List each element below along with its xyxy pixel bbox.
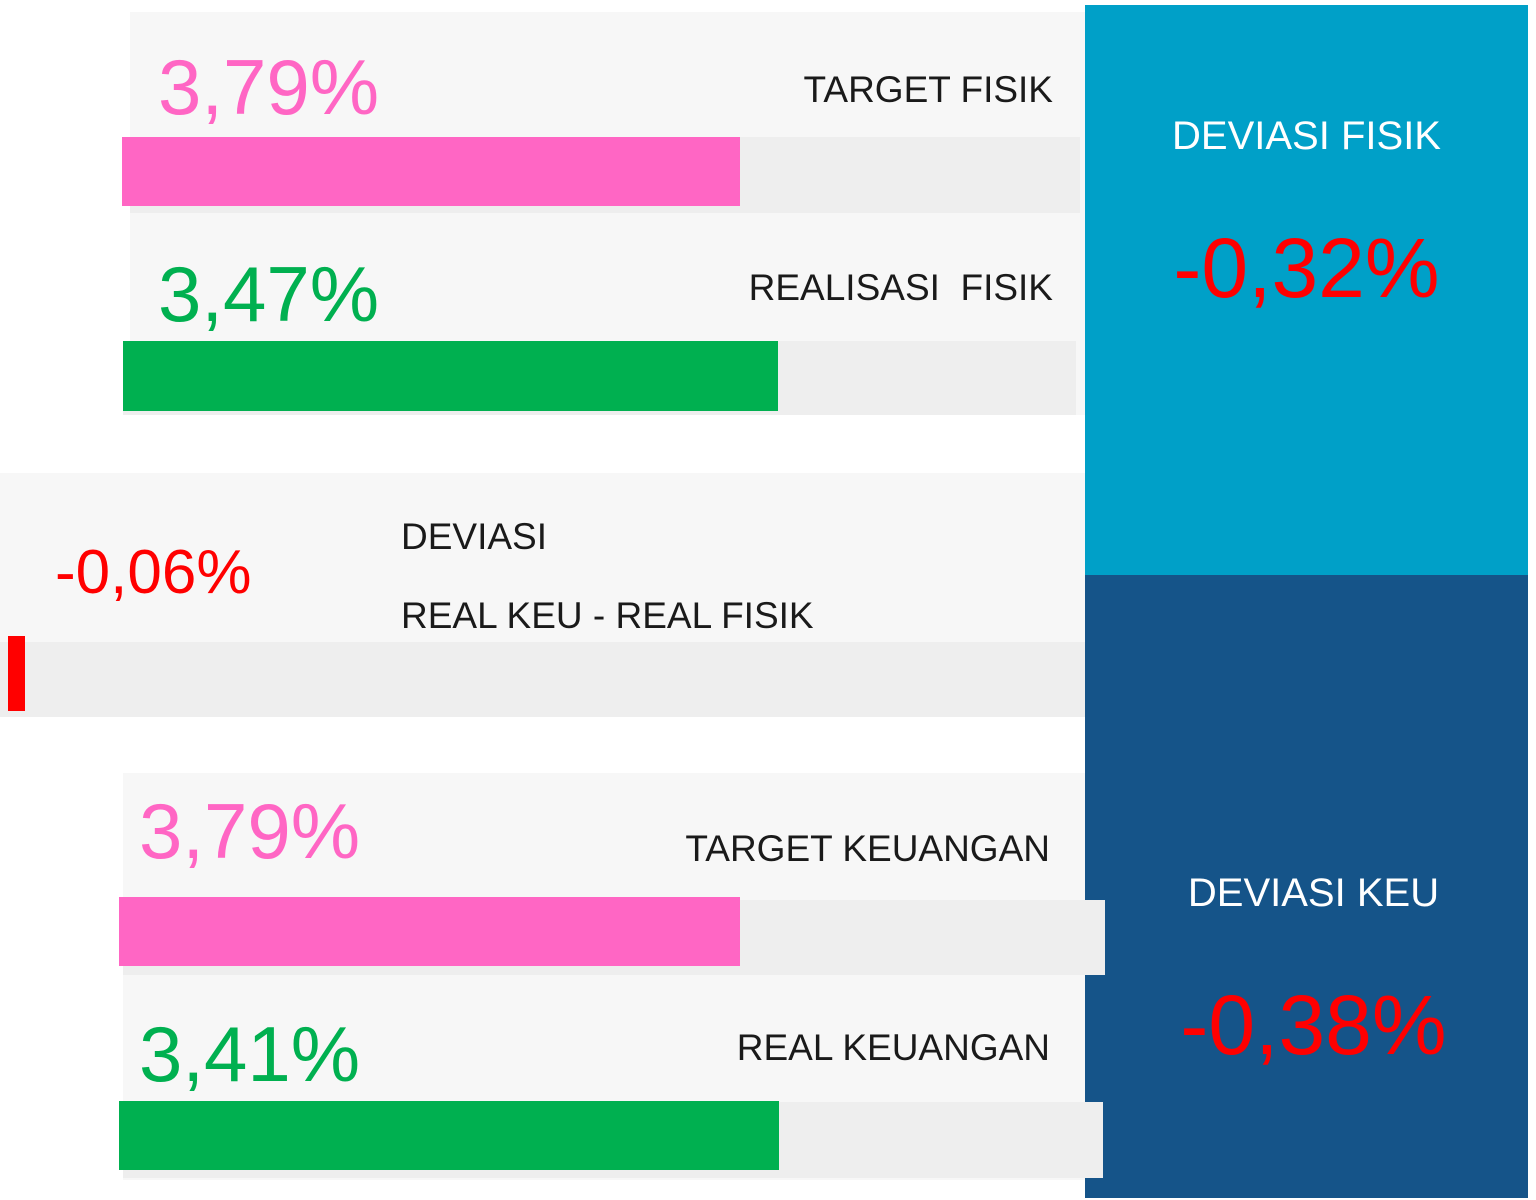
deviasi-keu-panel <box>1085 575 1528 1198</box>
deviasi-label: DEVIASI <box>401 516 547 557</box>
realisasi-fisik-value: 3,47% <box>158 250 380 338</box>
deviasi-sublabel: REAL KEU - REAL FISIK <box>401 595 814 636</box>
target-keuangan-value: 3,79% <box>139 787 361 875</box>
target-fisik-value: 3,79% <box>158 43 380 131</box>
bar <box>123 341 778 411</box>
bar <box>119 897 740 966</box>
bar <box>119 1101 779 1170</box>
deviasi-keu-value: -0,38% <box>1180 978 1447 1072</box>
target-fisik-label: TARGET FISIK <box>803 69 1053 110</box>
deviasi-fisik-value: -0,32% <box>1173 221 1440 315</box>
deviasi-fisik-label: DEVIASI FISIK <box>1172 114 1441 158</box>
bar-track <box>0 642 1085 717</box>
target-keuangan-label: TARGET KEUANGAN <box>685 828 1050 869</box>
deviasi-value: -0,06% <box>55 538 252 607</box>
realisasi-fisik-label: REALISASI FISIK <box>748 267 1053 308</box>
bar <box>8 636 25 711</box>
bar <box>122 137 740 206</box>
deviasi-fisik-panel <box>1085 5 1528 575</box>
real-keuangan-label: REAL KEUANGAN <box>736 1027 1050 1068</box>
deviasi-keu-label: DEVIASI KEU <box>1187 871 1440 915</box>
real-keuangan-value: 3,41% <box>139 1010 361 1098</box>
